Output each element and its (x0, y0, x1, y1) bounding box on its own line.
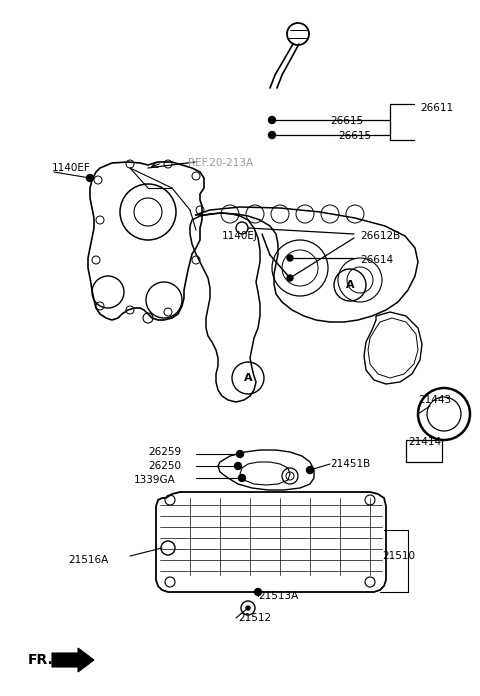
Text: A: A (346, 280, 354, 290)
Circle shape (254, 589, 262, 596)
Text: 21510: 21510 (382, 551, 415, 561)
Circle shape (268, 132, 276, 139)
Circle shape (86, 175, 94, 182)
Text: 26611: 26611 (420, 103, 453, 113)
Text: 21414: 21414 (408, 437, 441, 447)
Text: 1140EF: 1140EF (52, 163, 91, 173)
Text: 26250: 26250 (148, 461, 181, 471)
Text: 26612B: 26612B (360, 231, 400, 241)
Text: 21513A: 21513A (258, 591, 298, 601)
Circle shape (246, 606, 250, 610)
Text: 21516A: 21516A (68, 555, 108, 565)
Polygon shape (52, 648, 94, 672)
Text: 1140EJ: 1140EJ (222, 231, 258, 241)
Bar (406, 440, 442, 462)
Circle shape (235, 463, 241, 470)
Text: 1339GA: 1339GA (134, 475, 176, 485)
Circle shape (239, 475, 245, 482)
Text: 26615: 26615 (330, 116, 363, 126)
Text: FR.: FR. (28, 653, 54, 667)
Circle shape (268, 116, 276, 123)
Text: 21512: 21512 (238, 613, 271, 623)
Text: REF.20-213A: REF.20-213A (188, 158, 253, 168)
Circle shape (287, 275, 293, 281)
Text: A: A (244, 373, 252, 383)
Text: 21443: 21443 (418, 395, 451, 405)
Text: 26614: 26614 (360, 255, 393, 265)
Circle shape (307, 466, 313, 473)
Text: 26259: 26259 (148, 447, 181, 457)
Text: 26615: 26615 (338, 131, 371, 141)
Circle shape (237, 450, 243, 457)
Circle shape (287, 255, 293, 261)
Text: 21451B: 21451B (330, 459, 370, 469)
